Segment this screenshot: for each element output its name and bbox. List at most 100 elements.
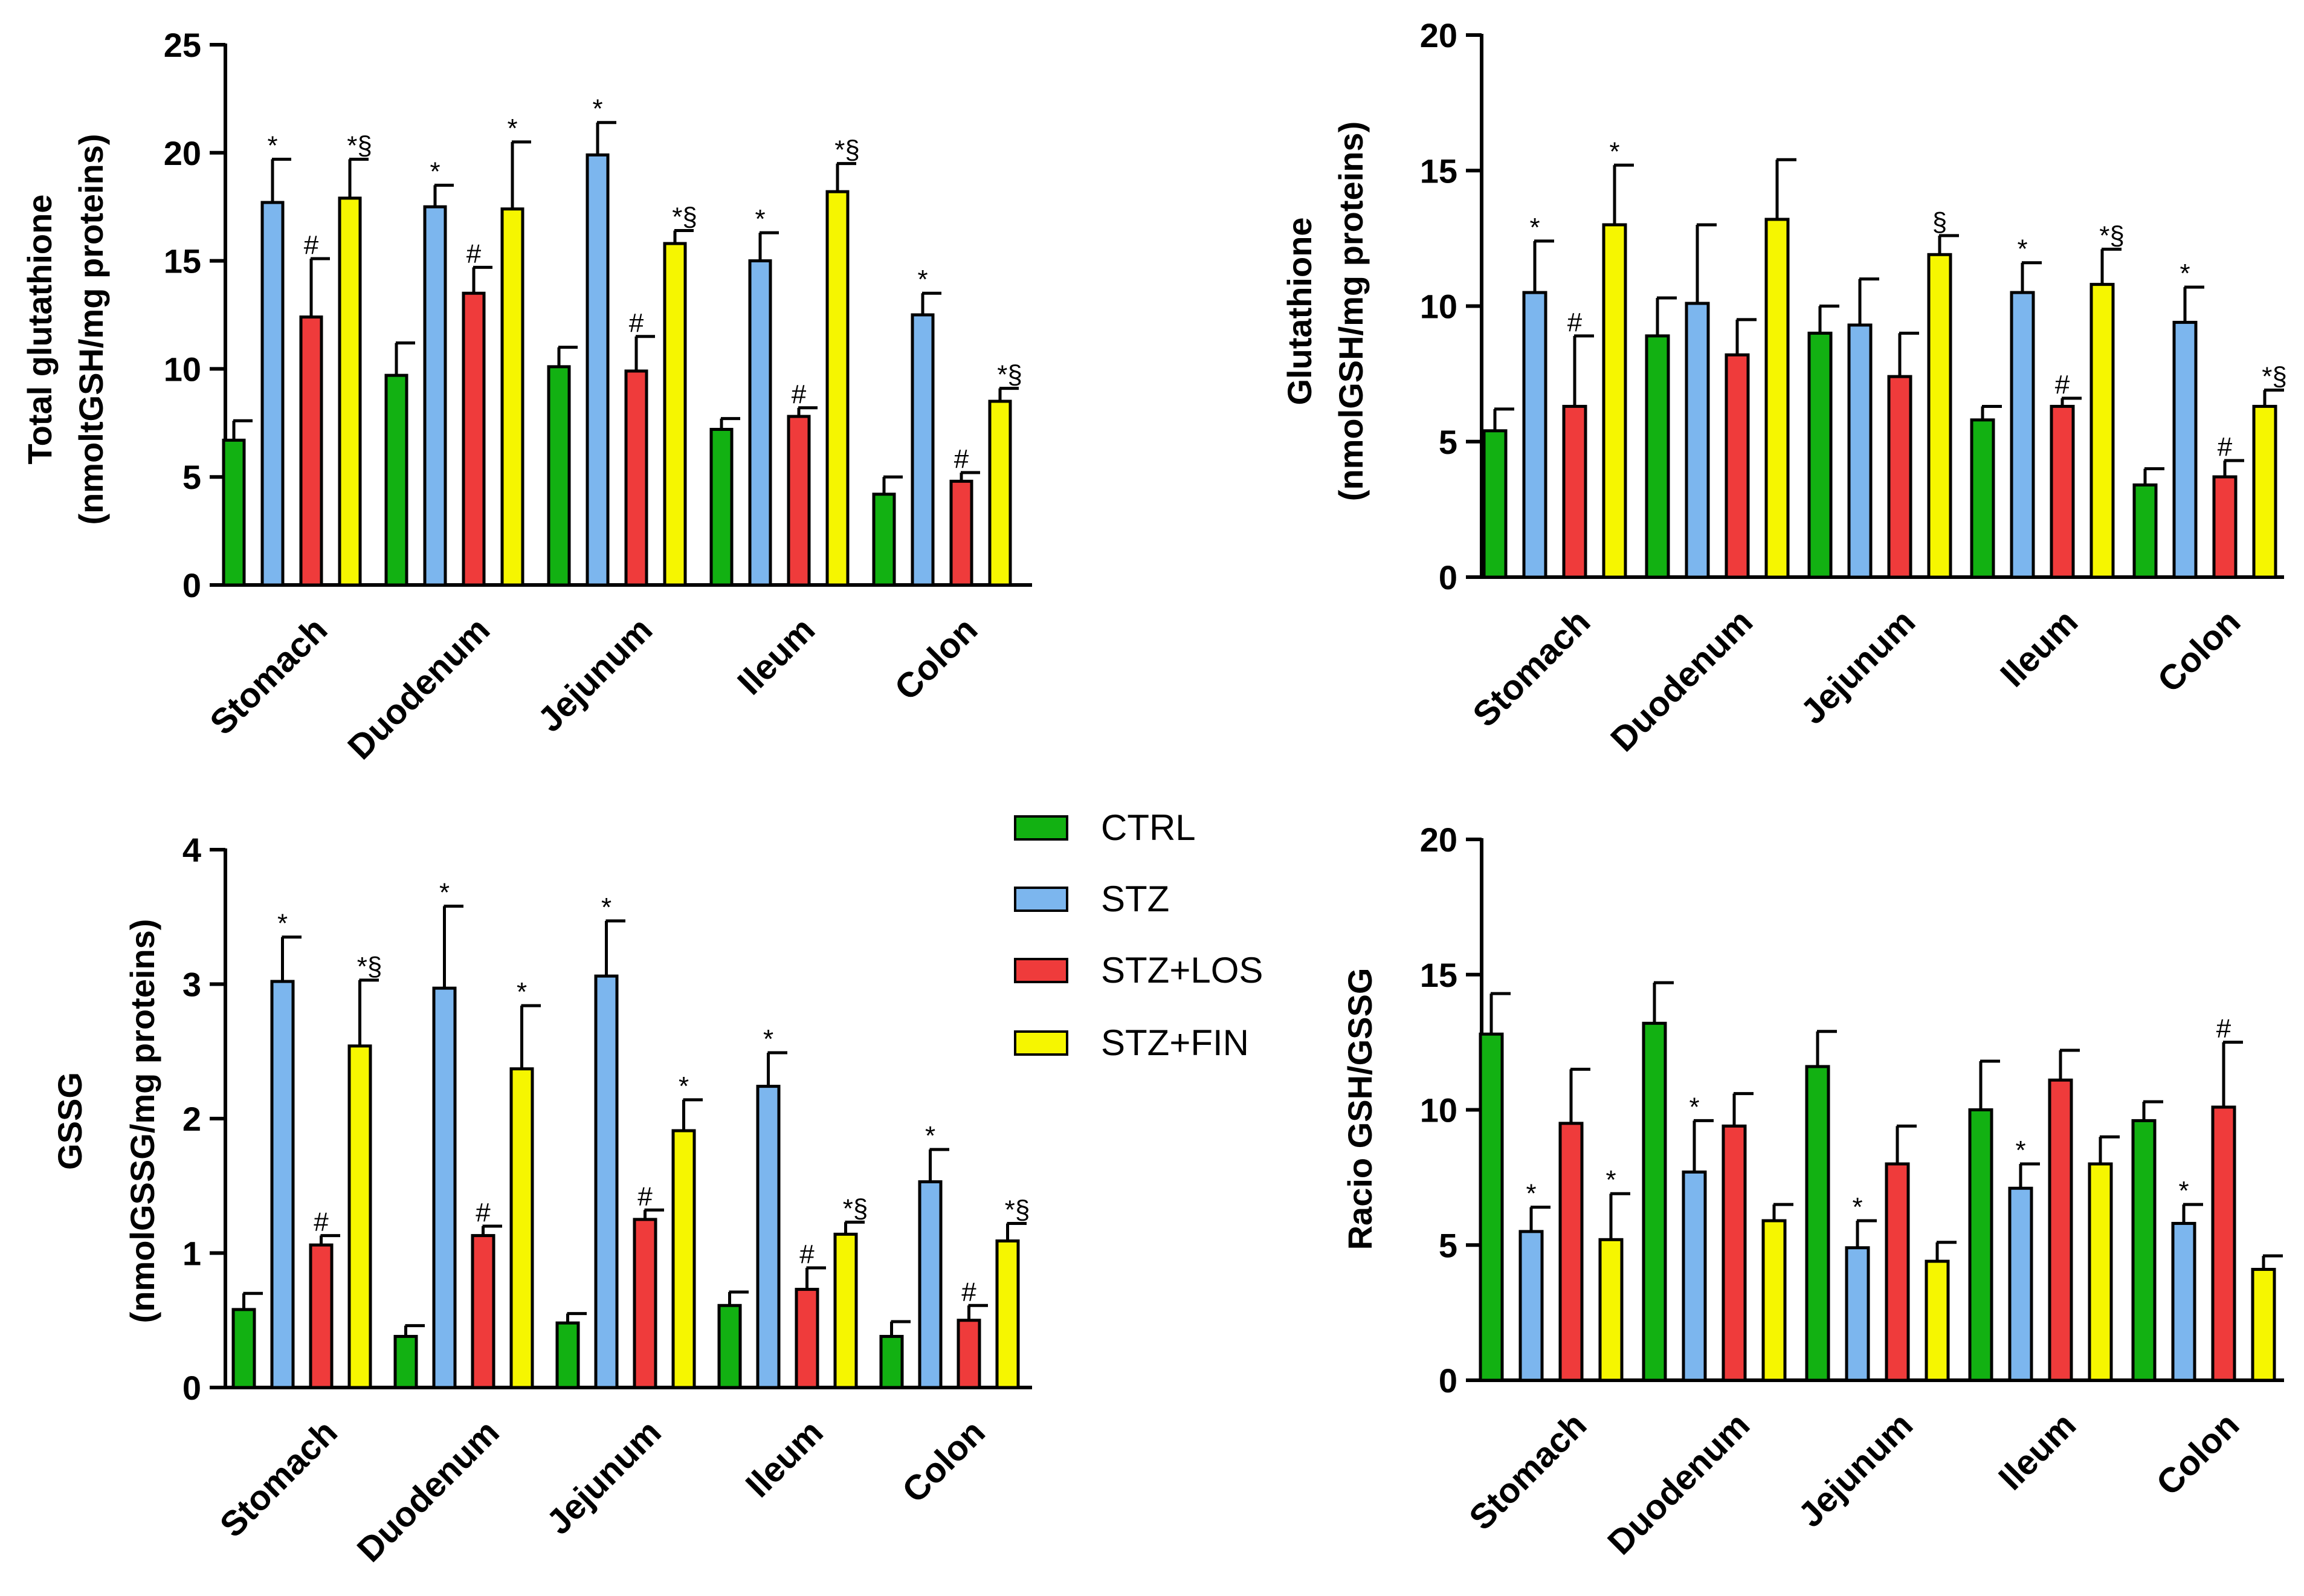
category-label: Jejunum <box>531 610 660 740</box>
category-label: Colon <box>2149 1405 2247 1503</box>
bar <box>2212 475 2238 579</box>
category-label: Ileum <box>730 610 822 702</box>
significance-label: * <box>507 114 517 143</box>
total-glutathione-marks: 0 5 10 15 20 25 * * * * * # # # # # *§ * *§ *§ *§ Stomach Duod… <box>164 26 1032 767</box>
bar <box>1927 253 1952 579</box>
bar <box>2010 291 2035 579</box>
bar <box>1645 334 1670 579</box>
significance-label: # <box>314 1207 329 1237</box>
y-title-line2: (nmoltGSH/mg proteins) <box>72 134 110 525</box>
legend-label-stz-fin: STZ+FIN <box>1101 1023 1249 1063</box>
bar <box>1725 353 1750 579</box>
y-tick-label: 0 <box>1439 558 1457 596</box>
y-tick-label: 10 <box>1420 288 1457 326</box>
significance-label: * <box>1526 1179 1536 1209</box>
bar <box>423 205 447 587</box>
category-label: Jejunum <box>539 1412 669 1542</box>
significance-label: # <box>799 1239 815 1269</box>
y-tick-label: 15 <box>1420 956 1457 994</box>
y-title-line1: GSSG <box>51 1072 89 1170</box>
bar <box>717 1304 742 1389</box>
y-tick-label: 5 <box>1439 423 1457 461</box>
bar <box>1847 323 1873 579</box>
legend-swatch-stz-los <box>1014 958 1068 983</box>
significance-label: *§ <box>347 131 372 161</box>
significance-label: *§ <box>834 135 860 165</box>
bar <box>957 1319 981 1389</box>
bar <box>1522 291 1547 579</box>
bar <box>1925 1259 1950 1382</box>
bar <box>1598 1238 1624 1382</box>
bar <box>222 438 246 587</box>
legend-label-stz: STZ <box>1101 879 1169 919</box>
category-label: Colon <box>2150 602 2248 700</box>
legend: CTRL STZ STZ+LOS STZ+FIN <box>1014 807 1263 1063</box>
significance-label: *§ <box>997 360 1022 390</box>
significance-label: *§ <box>843 1194 868 1223</box>
y-tick-label: 15 <box>1420 152 1457 190</box>
significance-label: * <box>925 1121 935 1151</box>
significance-label: * <box>277 909 288 939</box>
significance-label: # <box>1567 308 1583 337</box>
bar <box>825 190 850 587</box>
bar <box>586 153 610 587</box>
bar <box>1602 223 1627 579</box>
bar <box>1887 375 1912 579</box>
bar <box>1558 1122 1584 1382</box>
y-tick-label: 5 <box>1439 1226 1457 1264</box>
legend-swatch-stz-fin <box>1014 1030 1068 1056</box>
bar <box>988 399 1012 587</box>
bar <box>547 365 571 587</box>
bar <box>1682 1170 1707 1382</box>
bar <box>633 1218 657 1389</box>
significance-label: *§ <box>2262 362 2287 392</box>
significance-label: *§ <box>1005 1195 1030 1225</box>
bar <box>555 1321 580 1389</box>
bar <box>1968 1108 1993 1382</box>
legend-swatch-ctrl <box>1014 815 1068 841</box>
y-title-line2: (nmolGSH/mg proteins) <box>1332 121 1370 501</box>
bar <box>1685 302 1710 579</box>
bar <box>1764 218 1790 579</box>
bar <box>2171 1221 2196 1382</box>
significance-label: * <box>917 265 928 294</box>
y-tick-label: 15 <box>164 242 201 280</box>
significance-label: * <box>1852 1192 1862 1222</box>
bar <box>1479 1032 1504 1382</box>
significance-label: *§ <box>2099 221 2125 250</box>
bar <box>1518 1230 1544 1382</box>
bar <box>2050 404 2075 579</box>
total-glutathione-chart: 0 5 10 15 20 25 * * * * * # # # # # *§ * *§ *§ *§ Stomach Duod… <box>21 26 1032 767</box>
bar <box>787 415 811 587</box>
category-label: Duodenum <box>1603 602 1760 759</box>
significance-label: * <box>439 877 450 907</box>
significance-label: *§ <box>672 202 697 232</box>
bar <box>2089 283 2115 579</box>
category-label: Stomach <box>213 1412 345 1545</box>
bar <box>995 1239 1020 1389</box>
y-title-line2: (nmolGSSG/mg proteins) <box>123 919 161 1323</box>
bar <box>1845 1246 1870 1382</box>
category-label: Jejunum <box>1791 1405 1921 1535</box>
y-tick-label: 20 <box>1420 16 1457 54</box>
bar <box>462 291 486 587</box>
bar <box>2131 1119 2157 1382</box>
category-label: Stomach <box>1462 1405 1594 1537</box>
significance-label: * <box>1609 137 1619 166</box>
bar <box>500 207 524 587</box>
bar <box>299 315 323 587</box>
bar <box>748 259 772 587</box>
gssg-marks: 0 1 2 3 4 * * * * * # # # # # *§ * * *§ *§ Stomach Duodenum Je… <box>182 831 1032 1569</box>
significance-label: # <box>2216 1014 2231 1044</box>
bar <box>384 373 408 587</box>
bar <box>1807 331 1833 579</box>
y-tick-label: 2 <box>182 1100 201 1138</box>
y-tick-label: 25 <box>164 26 201 64</box>
y-tick-label: 10 <box>1420 1091 1457 1129</box>
legend-label-ctrl: CTRL <box>1101 807 1196 848</box>
y-tick-label: 5 <box>182 458 201 496</box>
significance-label: * <box>1529 213 1540 242</box>
category-label: Ileum <box>1991 1405 2083 1497</box>
significance-label: # <box>2218 432 2233 462</box>
